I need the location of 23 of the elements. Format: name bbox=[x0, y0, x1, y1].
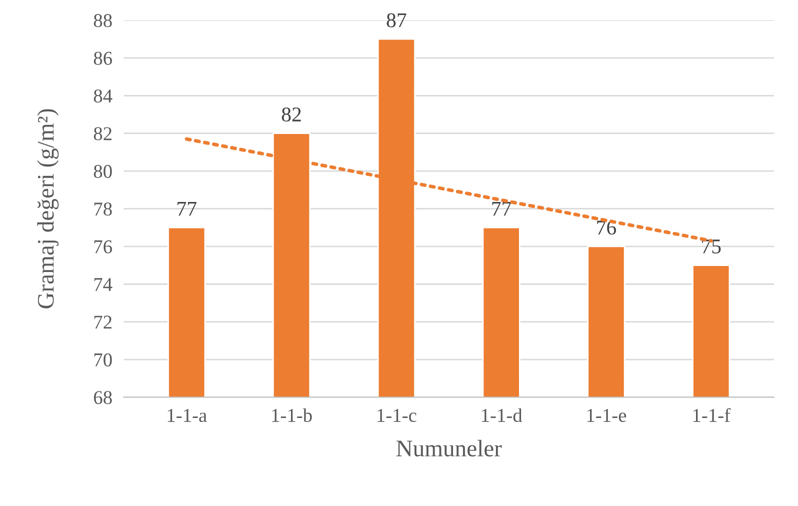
y-tick-label: 88 bbox=[94, 14, 112, 28]
y-tick-label: 82 bbox=[94, 127, 112, 140]
data-label: 87 bbox=[386, 13, 406, 28]
x-tick-label: 1-1-f bbox=[693, 408, 731, 422]
y-axis-title: Gramaj değeri (g/m²) bbox=[37, 109, 59, 308]
data-label: 77 bbox=[178, 202, 196, 216]
x-tick-label: 1-1-d bbox=[482, 408, 522, 422]
data-label: 82 bbox=[282, 108, 301, 122]
y-tick-label: 86 bbox=[94, 52, 112, 65]
x-tick-label: 1-1-a bbox=[168, 408, 207, 422]
x-tick-label: 1-1-b bbox=[272, 408, 312, 422]
x-tick-label: 1-1-e bbox=[587, 408, 626, 422]
x-tick-label: 1-1-c bbox=[378, 408, 416, 422]
y-tick-label: 84 bbox=[94, 89, 112, 103]
y-tick-label: 76 bbox=[94, 240, 112, 254]
y-tick-label: 68 bbox=[94, 391, 112, 404]
y-tick-label: 80 bbox=[94, 164, 112, 178]
x-axis-title: Numuneler bbox=[396, 440, 502, 456]
y-tick-label: 72 bbox=[94, 316, 112, 329]
y-tick-label: 78 bbox=[94, 202, 112, 216]
y-tick-label: 74 bbox=[94, 278, 112, 291]
y-tick-label: 70 bbox=[94, 353, 112, 366]
data-label: 77 bbox=[492, 202, 512, 216]
